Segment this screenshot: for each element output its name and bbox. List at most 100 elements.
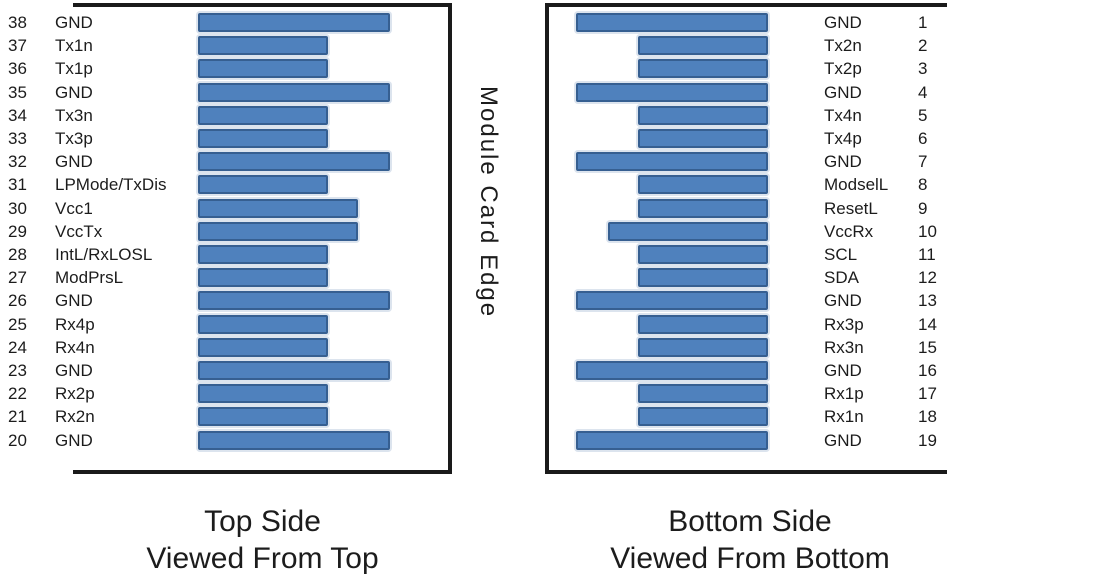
bottom-side-caption-line2: Viewed From Bottom	[610, 542, 890, 575]
pin-number: 36	[8, 59, 27, 79]
pin-name: Rx1p	[824, 384, 864, 404]
pin-number: 14	[918, 314, 937, 334]
pin-row-15: 15 Rx3n	[0, 336, 1100, 359]
pin-name: ResetL	[824, 198, 878, 218]
pin-pad-signal	[198, 337, 328, 357]
pin-name: Rx4p	[55, 314, 95, 334]
pin-number: 7	[918, 152, 928, 172]
pin-row-7: 7 GND	[0, 150, 1100, 173]
pin-number: 24	[8, 337, 27, 357]
pin-name: GND	[55, 82, 93, 102]
pin-number: 8	[918, 175, 928, 195]
pin-pad-ground	[198, 82, 390, 102]
pin-number: 18	[918, 407, 937, 427]
pin-number: 1	[918, 13, 928, 32]
pin-number: 17	[918, 384, 937, 404]
pin-pad-vcc	[608, 221, 768, 241]
pin-row-11: 11 SCL	[0, 243, 1100, 266]
pin-number: 3	[918, 59, 928, 79]
pin-number: 31	[8, 175, 27, 195]
top-side-pin-rows: 38 GND 37 Tx1n 36 Tx1p 35 GND 34 Tx3n 33 Tx3p 32 GND 3…	[0, 11, 1100, 461]
pin-name: Rx3n	[824, 337, 864, 357]
pin-number: 20	[8, 430, 27, 450]
pin-pad-signal	[198, 175, 328, 195]
pin-row-20: 20 GND	[0, 429, 1100, 452]
pin-pad-ground	[576, 152, 768, 172]
pin-pad-signal	[638, 407, 768, 427]
pin-name: GND	[824, 291, 862, 311]
pin-number: 6	[918, 129, 928, 148]
pin-number: 13	[918, 291, 937, 311]
pin-row-31: 31 LPMode/TxDis	[0, 173, 1100, 196]
pin-number: 32	[8, 152, 27, 172]
pin-row-34: 34 Tx3n	[0, 104, 1100, 127]
bottom-side-pin-rows: 1 GND 2 Tx2n 3 Tx2p 4 GND 5 Tx4n 6 Tx4p 7 GND 8 ModselL…	[0, 11, 1100, 461]
bottom-side-card-edge-box	[545, 3, 947, 474]
pin-pad-signal	[198, 268, 328, 288]
pin-number: 23	[8, 361, 27, 380]
pin-number: 30	[8, 198, 27, 218]
pin-name: IntL/RxLOSL	[55, 245, 153, 264]
pin-number: 27	[8, 268, 27, 288]
pin-name: Vcc1	[55, 198, 93, 218]
pin-name: Rx4n	[55, 337, 95, 357]
pin-number: 29	[8, 221, 27, 241]
pin-row-16: 16 GND	[0, 359, 1100, 382]
pin-name: Tx2p	[824, 59, 862, 79]
pin-pad-signal	[198, 105, 328, 125]
pin-name: Tx3p	[55, 129, 93, 148]
pin-row-22: 22 Rx2p	[0, 382, 1100, 405]
pin-pad-ground	[198, 361, 390, 380]
pin-number: 5	[918, 105, 928, 125]
pin-row-14: 14 Rx3p	[0, 313, 1100, 336]
pin-row-13: 13 GND	[0, 289, 1100, 312]
pin-row-35: 35 GND	[0, 81, 1100, 104]
pin-number: 38	[8, 13, 27, 32]
pin-number: 10	[918, 221, 937, 241]
pin-name: GND	[55, 291, 93, 311]
pin-pad-signal	[638, 314, 768, 334]
pin-number: 22	[8, 384, 27, 404]
pin-row-30: 30 Vcc1	[0, 197, 1100, 220]
pin-row-12: 12 SDA	[0, 266, 1100, 289]
pin-row-17: 17 Rx1p	[0, 382, 1100, 405]
pin-name: Tx1n	[55, 36, 93, 56]
pin-name: VccRx	[824, 221, 874, 241]
pin-row-19: 19 GND	[0, 429, 1100, 452]
pin-number: 9	[918, 198, 928, 218]
pin-pad-signal	[198, 129, 328, 148]
pin-pad-signal	[638, 198, 768, 218]
pin-name: GND	[55, 152, 93, 172]
pin-number: 15	[918, 337, 937, 357]
pin-row-8: 8 ModselL	[0, 173, 1100, 196]
pin-pad-ground	[198, 291, 390, 311]
pin-pad-signal	[638, 245, 768, 264]
pin-pad-ground	[198, 13, 390, 32]
pin-pad-ground	[576, 82, 768, 102]
pin-pad-ground	[198, 430, 390, 450]
top-side-caption-line1: Top Side	[204, 505, 321, 538]
pin-number: 26	[8, 291, 27, 311]
pin-number: 28	[8, 245, 27, 264]
pin-name: GND	[824, 82, 862, 102]
pin-row-27: 27 ModPrsL	[0, 266, 1100, 289]
pin-name: GND	[824, 430, 862, 450]
pin-number: 16	[918, 361, 937, 380]
pin-name: GND	[55, 13, 93, 32]
pin-name: Rx2p	[55, 384, 95, 404]
pin-pad-signal	[638, 129, 768, 148]
pin-row-25: 25 Rx4p	[0, 313, 1100, 336]
pin-pad-vcc	[198, 198, 358, 218]
pin-pad-signal	[198, 59, 328, 79]
pin-number: 33	[8, 129, 27, 148]
pin-name: Rx1n	[824, 407, 864, 427]
bottom-side-caption-line1: Bottom Side	[668, 505, 832, 538]
pin-pad-signal	[198, 384, 328, 404]
pin-number: 37	[8, 36, 27, 56]
pin-pad-signal	[198, 314, 328, 334]
pin-number: 19	[918, 430, 937, 450]
pin-number: 35	[8, 82, 27, 102]
top-side-card-edge-box	[73, 3, 452, 474]
pin-row-5: 5 Tx4n	[0, 104, 1100, 127]
pin-name: Rx3p	[824, 314, 864, 334]
